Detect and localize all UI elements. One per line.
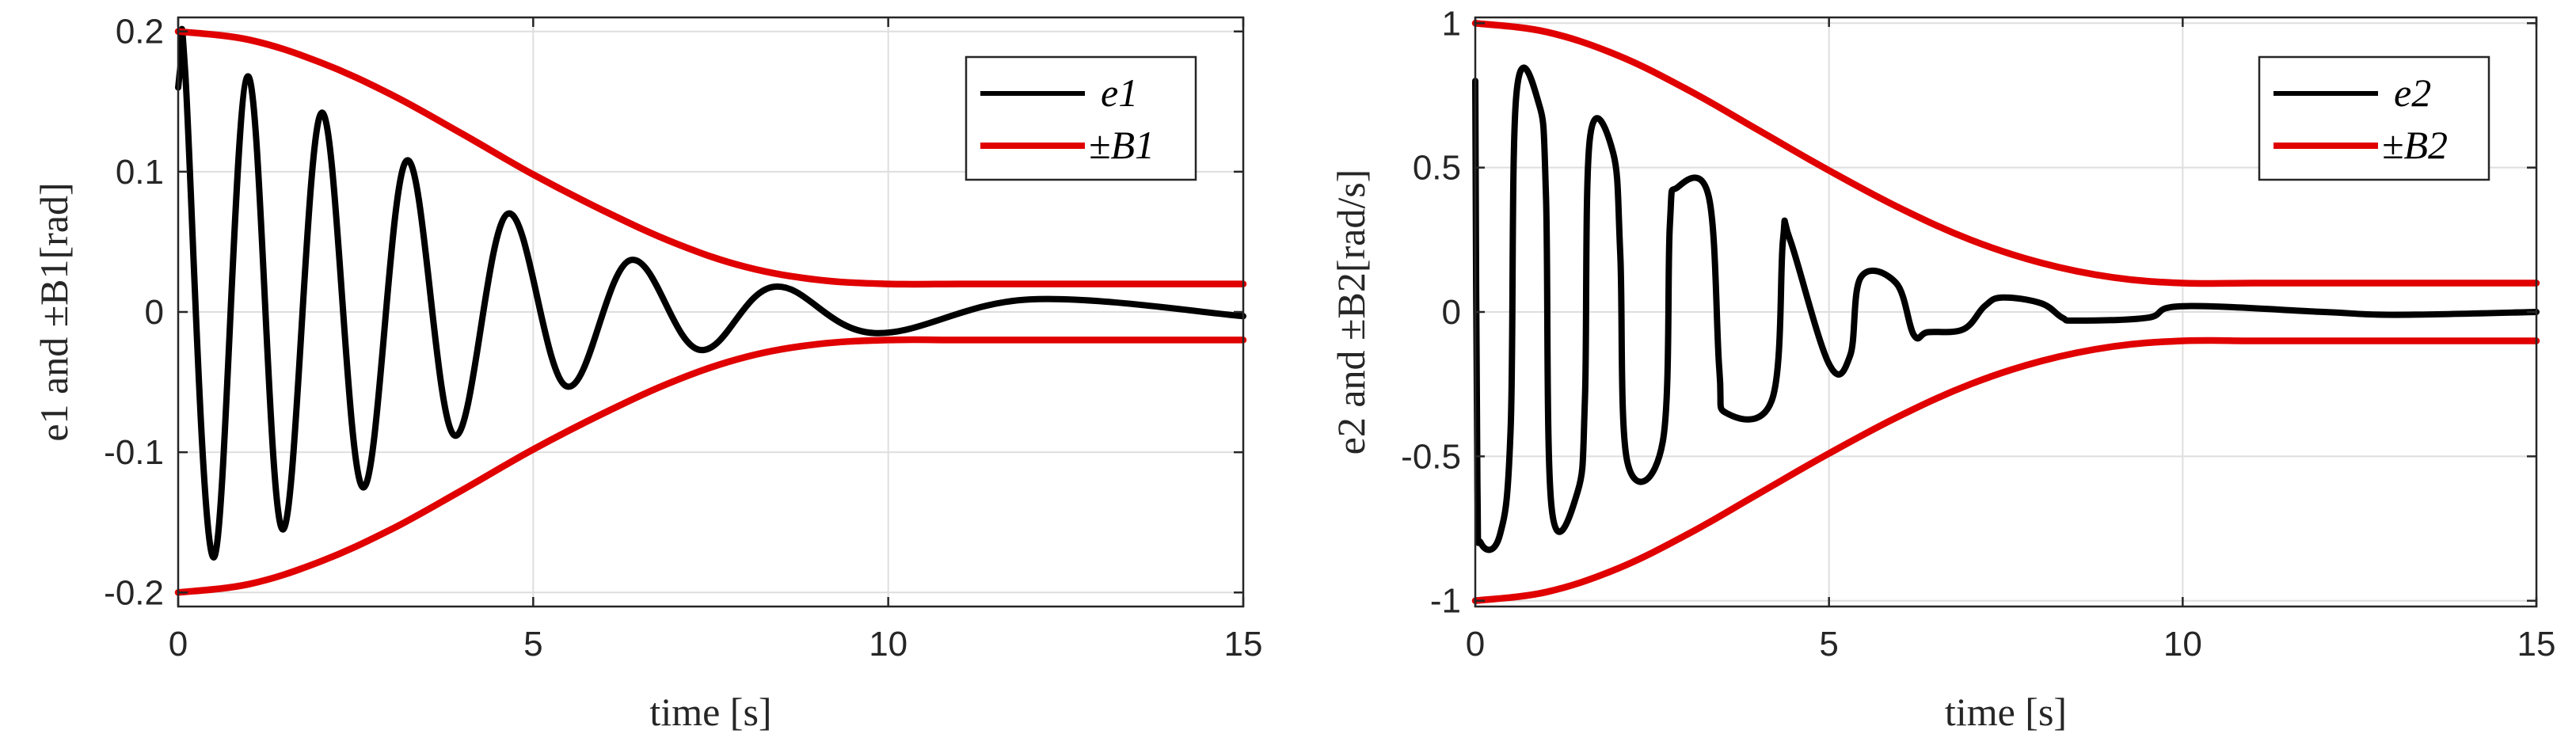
legend-box-e1 (965, 55, 1197, 181)
y-tick-label: -0.5 (1401, 437, 1461, 476)
y-tick-label: -1 (1430, 582, 1461, 621)
series-e1 (174, 25, 1247, 596)
y-tick-label: 0.5 (1413, 149, 1461, 188)
legend-label-b1: ±B1 (1089, 123, 1155, 167)
ticks-e2: 0 5 10 15 -1 -0.5 0 0.5 1 (1401, 4, 2555, 664)
x-tick-label: 10 (869, 625, 907, 664)
x-tick-label: 15 (1224, 625, 1263, 664)
subplot-e1: 0 5 10 15 -0.2 -0.1 0 0.1 0.2 time [s] e1 and ±B… (32, 13, 1262, 734)
legend-e1: e1 ±B1 (965, 55, 1197, 181)
x-axis-label-e2: time [s] (1945, 690, 2067, 734)
x-tick-label: 0 (169, 625, 188, 664)
series-line-error (1472, 64, 2540, 553)
x-tick-label: 5 (523, 625, 542, 664)
y-axis-label-e1: e1 and ±B1[rad] (32, 182, 76, 441)
series-line-bound-upper (174, 28, 1247, 288)
series-line-bound-lower (1471, 337, 2540, 604)
series-line-error (175, 25, 1246, 561)
y-tick-label: -0.1 (104, 433, 164, 472)
legend-box-e2 (2258, 55, 2490, 181)
x-tick-label: 5 (1819, 625, 1838, 664)
series-line-bound-upper (1471, 20, 2540, 287)
y-tick-label: 0 (145, 293, 164, 332)
legend-label-e2: e2 (2394, 70, 2431, 115)
legend-label-b2: ±B2 (2382, 123, 2448, 167)
legend-label-e1: e1 (1101, 70, 1138, 115)
ticks-e1: 0 5 10 15 -0.2 -0.1 0 0.1 0.2 (104, 13, 1262, 664)
series-e2 (1471, 20, 2540, 604)
y-tick-label: 0.1 (116, 153, 164, 192)
x-tick-label: 0 (1466, 625, 1485, 664)
x-axis-label-e1: time [s] (649, 690, 771, 734)
y-tick-label: 1 (1442, 4, 1461, 43)
y-tick-label: 0 (1442, 293, 1461, 332)
subplot-e2: 0 5 10 15 -1 -0.5 0 0.5 1 time [s] e2 and ±B2[ra… (1329, 4, 2555, 734)
x-tick-label: 15 (2517, 625, 2556, 664)
y-axis-label-e2: e2 and ±B2[rad/s] (1329, 169, 1373, 455)
series-line-bound-lower (174, 336, 1247, 596)
y-tick-label: -0.2 (104, 573, 164, 612)
y-tick-label: 0.2 (116, 13, 164, 51)
x-tick-label: 10 (2163, 625, 2202, 664)
legend-e2: e2 ±B2 (2258, 55, 2490, 181)
